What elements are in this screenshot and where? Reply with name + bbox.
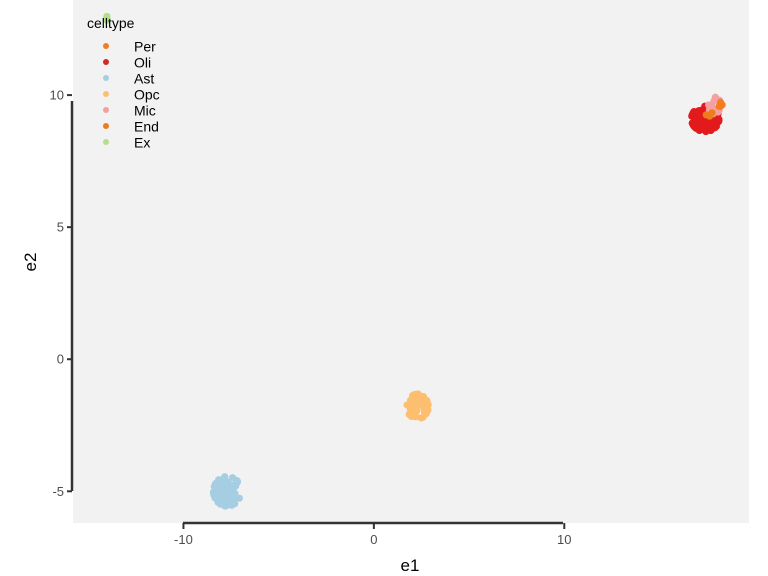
legend-key-oli	[103, 59, 109, 65]
legend-label-oli: Oli	[134, 55, 151, 71]
y-tick-label: -5	[52, 484, 64, 499]
legend-key-ast	[103, 75, 109, 81]
point-opc	[414, 392, 422, 400]
point-opc	[421, 397, 429, 405]
legend-key-ex	[103, 139, 109, 145]
x-tick-label: 0	[370, 532, 377, 547]
point-opc	[410, 399, 418, 408]
point-ast	[229, 484, 237, 492]
point-ast	[233, 477, 241, 485]
point-mic	[710, 97, 718, 105]
legend-label-end: End	[134, 119, 159, 135]
legend-label-ast: Ast	[134, 71, 154, 87]
point-per	[718, 101, 726, 109]
legend-label-mic: Mic	[134, 103, 156, 119]
point-opc	[408, 392, 417, 400]
legend-title: celltype	[87, 15, 135, 31]
point-ast	[223, 501, 231, 509]
point-oli	[694, 109, 703, 117]
y-tick-label: 5	[57, 220, 64, 235]
legend-label-ex: Ex	[134, 135, 150, 151]
plot-panel	[73, 0, 749, 523]
point-ast	[211, 480, 220, 488]
legend-key-per	[103, 43, 109, 49]
x-tick-label: 10	[557, 532, 571, 547]
x-ticks: -10 0 10	[174, 523, 572, 547]
scatter-points	[103, 12, 726, 510]
x-axis-title: e1	[401, 556, 420, 575]
legend-key-opc	[103, 91, 109, 97]
point-ast	[230, 494, 238, 502]
point-oli	[711, 124, 719, 132]
x-tick-label: -10	[174, 532, 193, 547]
point-ast	[216, 488, 224, 496]
y-tick-label: 0	[57, 352, 64, 367]
point-oli	[688, 119, 696, 127]
point-end	[702, 111, 710, 119]
point-oli	[700, 121, 708, 129]
point-opc	[403, 401, 411, 409]
point-opc	[422, 409, 430, 418]
legend-key-mic	[103, 107, 109, 113]
y-tick-label: 10	[50, 88, 64, 103]
point-opc	[405, 411, 413, 419]
point-opc	[412, 413, 420, 421]
point-mic	[705, 101, 713, 109]
point-ex	[103, 12, 111, 21]
point-opc	[415, 400, 423, 408]
legend-key-end	[103, 123, 109, 129]
point-oli	[715, 116, 723, 124]
legend-label-per: Per	[134, 39, 156, 55]
y-axis-title: e2	[21, 253, 40, 272]
point-ast	[217, 479, 225, 487]
legend-label-opc: Opc	[134, 87, 160, 103]
y-ticks: -5 0 5 10	[50, 88, 72, 499]
